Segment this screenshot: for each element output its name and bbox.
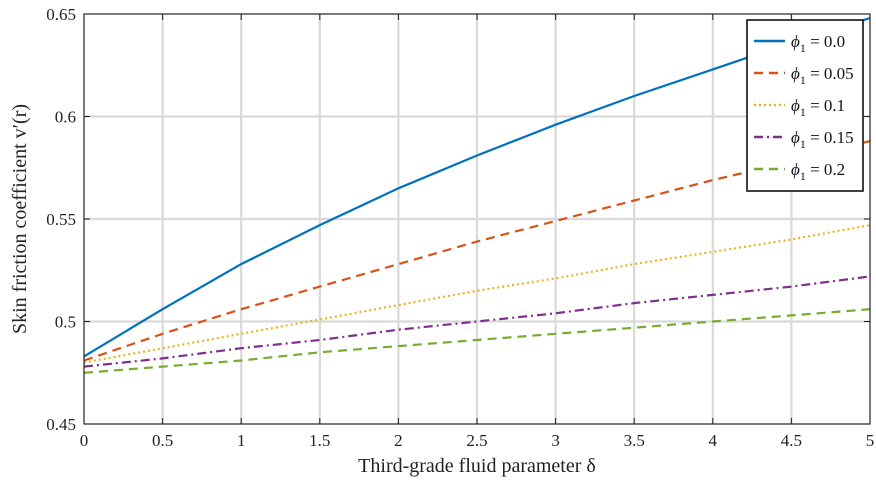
- legend-label-2: ϕ1 = 0.1: [791, 96, 845, 119]
- y-tick-label: 0.65: [46, 5, 76, 24]
- x-tick-label: 4.5: [781, 431, 802, 450]
- legend-symbol: ϕ: [791, 64, 800, 83]
- x-tick-label: 3.5: [624, 431, 645, 450]
- x-tick-label: 1.5: [309, 431, 330, 450]
- legend-subscript: 1: [800, 169, 806, 183]
- legend-value: = 0.05: [806, 64, 854, 83]
- legend-value: = 0.15: [806, 128, 854, 147]
- legend-label-0: ϕ1 = 0.0: [791, 32, 845, 55]
- x-tick-label: 4: [709, 431, 718, 450]
- x-tick-label: 1: [237, 431, 246, 450]
- series-line-1: [83, 140, 871, 362]
- legend-symbol: ϕ: [791, 32, 800, 51]
- legend-symbol: ϕ: [791, 96, 800, 115]
- y-tick-labels: 0.45 0.5 0.55 0.6 0.65: [46, 5, 76, 434]
- legend-label-1: ϕ1 = 0.05: [791, 64, 854, 87]
- legend-value: = 0.0: [806, 32, 845, 51]
- y-axis-label: Skin friction coefficient v′(r): [9, 104, 31, 334]
- legend-subscript: 1: [800, 73, 806, 87]
- x-tick-labels: 0 0.5 1 1.5 2 2.5 3 3.5 4 4.5 5: [80, 431, 875, 450]
- series-line-4: [83, 308, 871, 374]
- legend-label-4: ϕ1 = 0.2: [791, 160, 845, 183]
- legend-label-3: ϕ1 = 0.15: [791, 128, 854, 151]
- legend-value: = 0.1: [806, 96, 845, 115]
- y-tick-label: 0.55: [46, 210, 76, 229]
- plot-frame: [83, 13, 871, 425]
- x-axis-label: Third-grade fluid parameter δ: [358, 455, 596, 477]
- y-tick-label: 0.5: [55, 313, 76, 332]
- x-tick-label: 0.5: [152, 431, 173, 450]
- x-tick-label: 3: [551, 431, 560, 450]
- legend-symbol: ϕ: [791, 128, 800, 147]
- legend-subscript: 1: [800, 137, 806, 151]
- y-tick-label: 0.6: [55, 108, 76, 127]
- series-line-0: [83, 17, 871, 358]
- x-tick-label: 2.5: [466, 431, 487, 450]
- series-line-2: [83, 224, 871, 364]
- x-tick-label: 2: [394, 431, 403, 450]
- x-tick-label: 0: [80, 431, 89, 450]
- y-tick-label: 0.45: [46, 415, 76, 434]
- x-tick-label: 5: [866, 431, 875, 450]
- legend-subscript: 1: [800, 41, 806, 55]
- legend-value: = 0.2: [806, 160, 845, 179]
- legend-symbol: ϕ: [791, 160, 800, 179]
- series-lines: [83, 17, 871, 374]
- series-line-3: [83, 275, 871, 368]
- legend-box: [746, 19, 864, 192]
- legend-subscript: 1: [800, 105, 806, 119]
